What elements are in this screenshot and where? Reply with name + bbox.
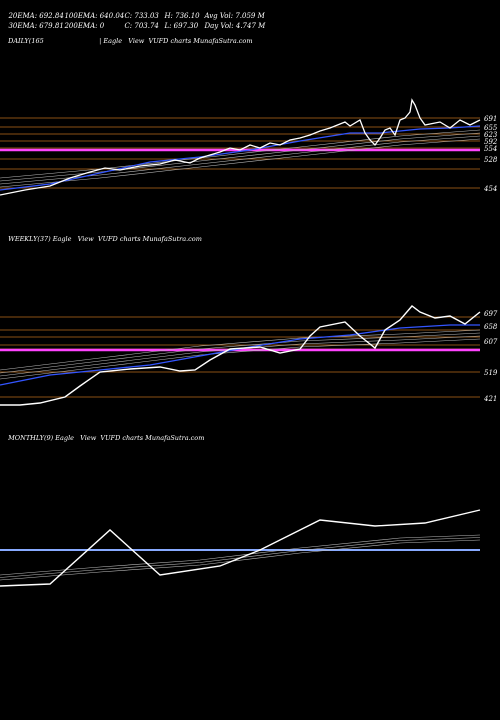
weekly-price-line <box>0 305 481 406</box>
weekly-title: WEEKLY(37) Eagle View VUFD charts Munafa… <box>8 235 202 243</box>
indicator-header-dayvol: Day Vol: 4.747 M <box>200 13 265 31</box>
ema20-value: 20EMA: 692.84 <box>8 12 64 20</box>
weekly-level-label-0: 697 <box>484 310 498 318</box>
daily-panel-sub: | Eagle View VUFD charts MunafaSutra.com <box>95 29 253 45</box>
daily-level-label-5: 528 <box>484 156 498 164</box>
weekly-level-label-3: 519 <box>484 369 498 377</box>
daily-title: DAILY(165 <box>8 37 44 45</box>
weekly-ema-grey-2 <box>0 335 481 377</box>
weekly-level-label-4: 421 <box>483 395 497 403</box>
weekly-ema-grey-1 <box>0 332 481 374</box>
low-value: L: 697.30 <box>164 22 199 30</box>
ema100-value: 100EMA: 640.04 <box>64 12 125 20</box>
weekly-level-label-2: 607 <box>484 338 498 346</box>
weekly-panel-label: WEEKLY(37) Eagle View VUFD charts Munafa… <box>4 227 202 243</box>
day-vol-value: Day Vol: 4.747 M <box>204 22 266 30</box>
avg-vol-value: Avg Vol: 7.059 M <box>204 12 265 20</box>
ema200-value: 200EMA: 0 <box>64 22 105 30</box>
daily-level-label-1: 655 <box>484 124 498 132</box>
close2-value: C: 703.74 <box>124 22 159 30</box>
daily-panel-label: DAILY(165 <box>4 29 44 45</box>
indicator-header-100ema: 100EMA: 640.04 <box>60 3 124 21</box>
weekly-level-label-1: 658 <box>484 323 498 331</box>
close-value: C: 733.03 <box>124 12 159 20</box>
daily-ema-grey-0 <box>0 129 481 179</box>
daily-level-label-6: 454 <box>483 185 497 193</box>
indicator-header-l: L: 697.30 <box>160 13 198 31</box>
daily-level-label-2: 623 <box>484 131 498 139</box>
high-value: H: 736.10 <box>164 12 200 20</box>
daily-ema-blue-line <box>0 125 481 191</box>
monthly-ema-grey-0 <box>0 534 481 576</box>
indicator-header-200ema: 200EMA: 0 <box>60 13 104 31</box>
daily-sub: | Eagle View VUFD charts MunafaSutra.com <box>99 37 253 45</box>
daily-level-label-0: 691 <box>484 115 497 123</box>
weekly-ema-grey-0 <box>0 329 481 371</box>
daily-price-line <box>0 98 481 196</box>
indicator-header-c2: C: 703.74 <box>120 13 159 31</box>
indicator-header-c1: C: 733.03 <box>120 3 159 21</box>
weekly-ema-blue-line <box>0 324 480 386</box>
indicator-header: 20EMA: 692.84 <box>4 3 64 21</box>
daily-level-label-3: 592 <box>484 138 498 146</box>
daily-level-label-4: 554 <box>484 145 497 153</box>
monthly-ema-grey-2 <box>0 539 481 581</box>
daily-ema-grey-1 <box>0 132 481 182</box>
ema30-value: 30EMA: 679.81 <box>8 22 64 30</box>
daily-ema-grey-3 <box>0 138 481 188</box>
indicator-header-row2: 30EMA: 679.81 <box>4 13 64 31</box>
weekly-ema-grey-3 <box>0 338 481 380</box>
monthly-title: MONTHLY(9) Eagle View VUFD charts Munafa… <box>8 434 205 442</box>
monthly-panel-label: MONTHLY(9) Eagle View VUFD charts Munafa… <box>4 426 204 442</box>
monthly-price-line <box>0 509 481 587</box>
indicator-header-avgvol: Avg Vol: 7.059 M <box>200 3 265 21</box>
indicator-header-h: H: 736.10 <box>160 3 200 21</box>
monthly-ema-grey-1 <box>0 537 481 578</box>
